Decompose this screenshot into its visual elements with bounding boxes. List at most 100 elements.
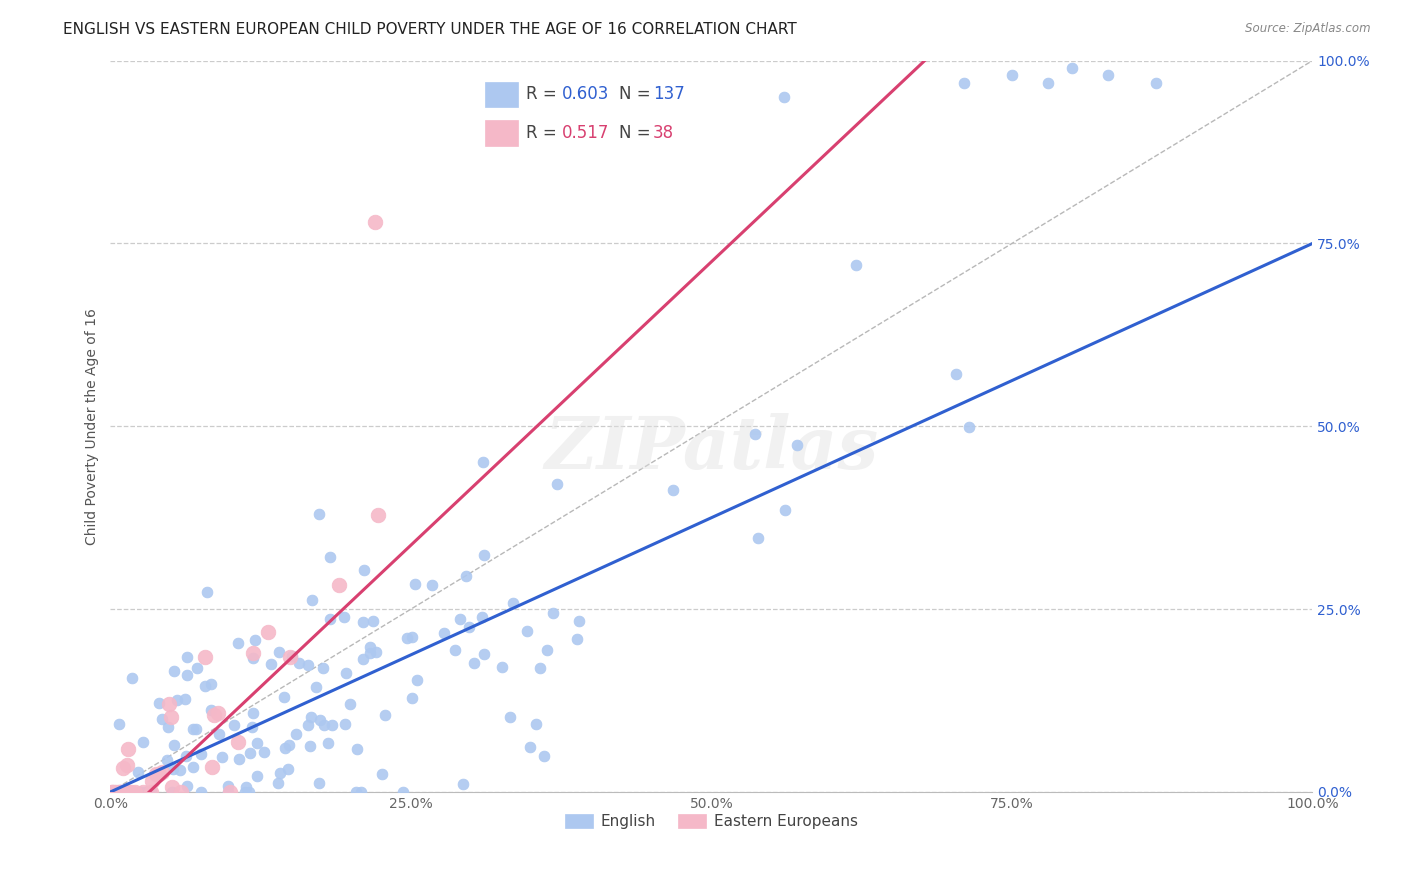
Point	[404, 576, 426, 591]
Point	[308, 776, 330, 790]
Point	[173, 692, 195, 706]
Point	[107, 785, 129, 799]
Point	[115, 785, 138, 799]
Point	[451, 777, 474, 791]
Point	[772, 90, 794, 104]
Point	[169, 763, 191, 777]
Point	[190, 747, 212, 761]
Point	[401, 630, 423, 644]
Point	[200, 703, 222, 717]
Point	[132, 785, 155, 799]
Point	[953, 76, 976, 90]
Point	[217, 785, 239, 799]
Point	[536, 643, 558, 657]
Point	[107, 717, 129, 731]
Point	[176, 779, 198, 793]
Point	[945, 367, 967, 381]
Point	[502, 596, 524, 610]
Point	[253, 745, 276, 759]
Point	[245, 633, 267, 648]
Point	[112, 785, 135, 799]
Point	[141, 785, 163, 799]
Point	[259, 657, 281, 671]
Point	[107, 785, 129, 799]
Point	[359, 640, 381, 654]
Point	[176, 649, 198, 664]
Point	[160, 780, 183, 794]
Point	[392, 785, 415, 799]
Text: ZIPatlas: ZIPatlas	[544, 413, 879, 483]
Point	[463, 657, 485, 671]
Point	[110, 785, 132, 799]
Point	[281, 649, 304, 664]
Point	[128, 785, 150, 799]
Point	[298, 739, 321, 753]
Point	[319, 612, 342, 626]
Point	[1060, 61, 1083, 75]
Point	[107, 785, 129, 799]
Point	[957, 420, 980, 434]
Point	[516, 624, 538, 639]
Point	[127, 764, 149, 779]
Point	[194, 650, 217, 665]
Point	[242, 650, 264, 665]
Point	[121, 671, 143, 685]
Point	[200, 677, 222, 691]
Point	[176, 749, 198, 764]
Point	[1001, 68, 1024, 82]
Point	[242, 706, 264, 720]
Point	[235, 780, 257, 795]
Point	[120, 785, 142, 799]
Point	[184, 723, 207, 737]
Point	[565, 632, 588, 646]
Point	[352, 615, 374, 630]
Point	[449, 612, 471, 626]
Point	[139, 785, 162, 799]
Point	[773, 503, 796, 517]
Point	[228, 752, 250, 766]
Point	[533, 749, 555, 764]
Point	[156, 720, 179, 734]
Point	[444, 643, 467, 657]
Point	[364, 214, 387, 228]
Point	[491, 660, 513, 674]
Point	[163, 738, 186, 752]
Point	[333, 717, 356, 731]
Point	[454, 568, 477, 582]
Point	[364, 645, 387, 659]
Point	[316, 736, 339, 750]
Point	[395, 631, 418, 645]
Point	[145, 767, 167, 781]
Point	[160, 710, 183, 724]
Point	[568, 614, 591, 628]
Point	[546, 477, 568, 491]
Point	[217, 779, 239, 793]
Point	[304, 680, 326, 694]
Point	[353, 562, 375, 576]
Point	[524, 716, 547, 731]
Point	[335, 666, 357, 681]
Point	[238, 785, 260, 799]
Point	[472, 548, 495, 562]
Point	[208, 727, 231, 741]
Point	[226, 735, 249, 749]
Point	[374, 707, 396, 722]
Point	[269, 766, 291, 780]
Point	[297, 718, 319, 732]
Point	[367, 508, 389, 523]
Point	[1097, 68, 1119, 82]
Point	[299, 710, 322, 724]
Point	[471, 610, 494, 624]
Point	[346, 742, 368, 756]
Point	[529, 661, 551, 675]
Point	[115, 785, 138, 799]
Point	[201, 760, 224, 774]
Point	[124, 785, 146, 799]
Point	[297, 657, 319, 672]
Point	[194, 680, 217, 694]
Point	[136, 785, 159, 799]
Point	[401, 691, 423, 706]
Text: ENGLISH VS EASTERN EUROPEAN CHILD POVERTY UNDER THE AGE OF 16 CORRELATION CHART: ENGLISH VS EASTERN EUROPEAN CHILD POVERT…	[63, 22, 797, 37]
Point	[117, 741, 139, 756]
Point	[100, 785, 122, 799]
